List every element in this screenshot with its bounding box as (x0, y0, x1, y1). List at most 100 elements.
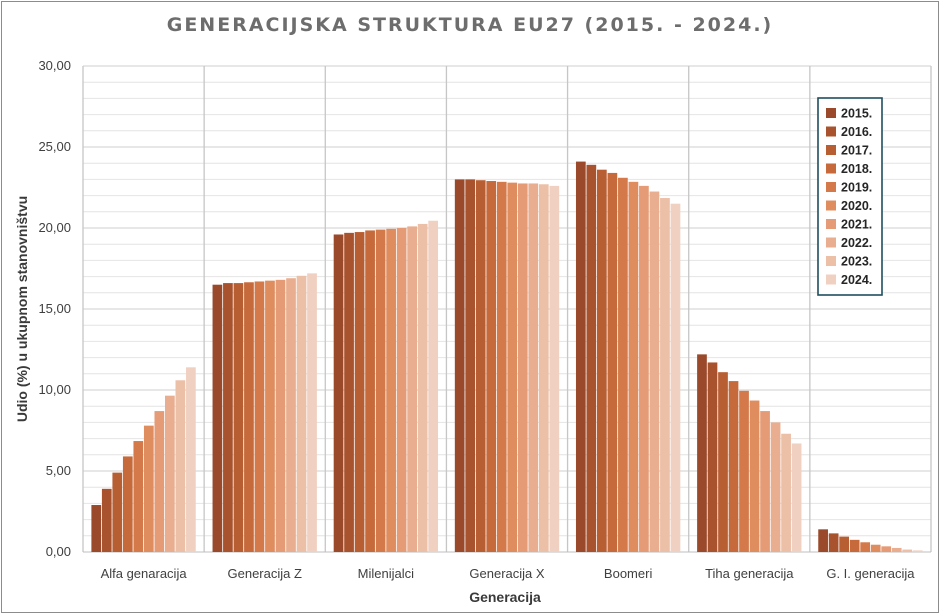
bar (538, 184, 549, 552)
bar (791, 443, 802, 552)
legend-label: 2024. (841, 273, 872, 287)
legend-swatch (826, 200, 836, 211)
bar (365, 230, 375, 552)
bar (212, 284, 223, 552)
legend-swatch (826, 145, 836, 155)
x-category-label: Milenijalci (358, 566, 414, 581)
x-category-label: Boomeri (604, 566, 653, 581)
legend: 2015. 2016. 2017. 2018. 2019. 2020. 2021. 2022.… (817, 97, 883, 296)
bars (91, 161, 923, 553)
legend-label: 2021. (841, 218, 872, 232)
bar (354, 232, 365, 553)
bar (344, 232, 354, 553)
y-tick-label: 30,00 (38, 58, 71, 73)
bar (839, 536, 849, 552)
bar (223, 283, 233, 552)
bar (386, 228, 396, 552)
bar (465, 179, 476, 552)
bar (307, 273, 317, 552)
bar (607, 172, 618, 553)
bar (143, 425, 154, 552)
bar (660, 198, 670, 552)
bar (91, 505, 102, 552)
bar (749, 400, 760, 552)
grid-lines (83, 65, 931, 553)
bar (697, 354, 707, 552)
bar (101, 488, 112, 552)
bar (549, 185, 560, 552)
bar (112, 472, 123, 552)
bar (254, 281, 265, 552)
bar (760, 411, 770, 552)
bar (496, 181, 507, 552)
bar (475, 180, 486, 552)
legend-swatch (826, 237, 836, 248)
y-tick-label: 25,00 (38, 139, 71, 154)
bar (781, 433, 791, 552)
legend-label: 2022. (841, 236, 872, 250)
x-category-label: Alfa genaracija (101, 566, 188, 581)
bar (333, 234, 344, 553)
bar (286, 278, 296, 552)
bar (244, 282, 254, 552)
legend-label: 2015. (841, 107, 872, 121)
legend-label: 2020. (841, 199, 872, 213)
x-category-label: G. I. generacija (826, 566, 915, 581)
bar (265, 280, 275, 552)
bar (375, 229, 386, 552)
bar (891, 547, 902, 552)
bar (454, 179, 465, 552)
x-axis-categories: Alfa genaracija Generacija Z Milenijalci Ge… (101, 566, 916, 581)
bar (881, 546, 892, 552)
legend-swatch (826, 256, 836, 266)
bar (517, 183, 528, 552)
bar (707, 362, 718, 552)
x-axis-title: Generacija (469, 589, 541, 605)
y-tick-label: 0,00 (46, 544, 71, 559)
bar (507, 182, 518, 552)
bar (275, 279, 286, 552)
bar (739, 390, 749, 552)
y-tick-label: 15,00 (38, 301, 71, 316)
x-category-label: Generacija X (469, 566, 544, 581)
bar (718, 372, 728, 552)
x-category-label: Tiha generacija (705, 566, 794, 581)
legend-swatch (826, 108, 836, 118)
bar (628, 181, 639, 552)
bar (417, 223, 428, 552)
y-axis-ticks: 0,00 5,00 10,00 15,00 20,00 25,00 30,00 (38, 58, 71, 559)
y-axis-title: Udio (%) u ukupnom stanovništvu (14, 196, 30, 422)
legend-swatch (826, 219, 836, 229)
bar (728, 381, 739, 552)
bar (902, 549, 913, 552)
legend-label: 2023. (841, 255, 872, 269)
bar (428, 220, 439, 552)
x-category-label: Generacija Z (228, 566, 302, 581)
chart-title: GENERACIJSKA STRUKTURA EU27 (2015. - 202… (167, 14, 774, 36)
bar (175, 380, 186, 552)
bar (597, 169, 607, 552)
bar (586, 164, 597, 552)
legend-swatch (826, 274, 836, 285)
legend-swatch (826, 182, 836, 192)
bar (649, 191, 660, 553)
legend-swatch (826, 163, 836, 174)
bar (233, 283, 244, 552)
bar (396, 228, 407, 552)
bar (575, 161, 586, 552)
legend-label: 2019. (841, 181, 872, 195)
bar (849, 539, 860, 552)
bar (133, 441, 144, 552)
bar (154, 411, 165, 552)
bar (165, 395, 175, 552)
bar (528, 183, 539, 552)
bar (296, 275, 307, 552)
bar (670, 203, 681, 552)
bar (618, 177, 628, 552)
bar (860, 542, 871, 552)
bar (486, 181, 497, 552)
bar (639, 185, 649, 552)
bar (770, 422, 781, 552)
legend-swatch (826, 126, 836, 137)
